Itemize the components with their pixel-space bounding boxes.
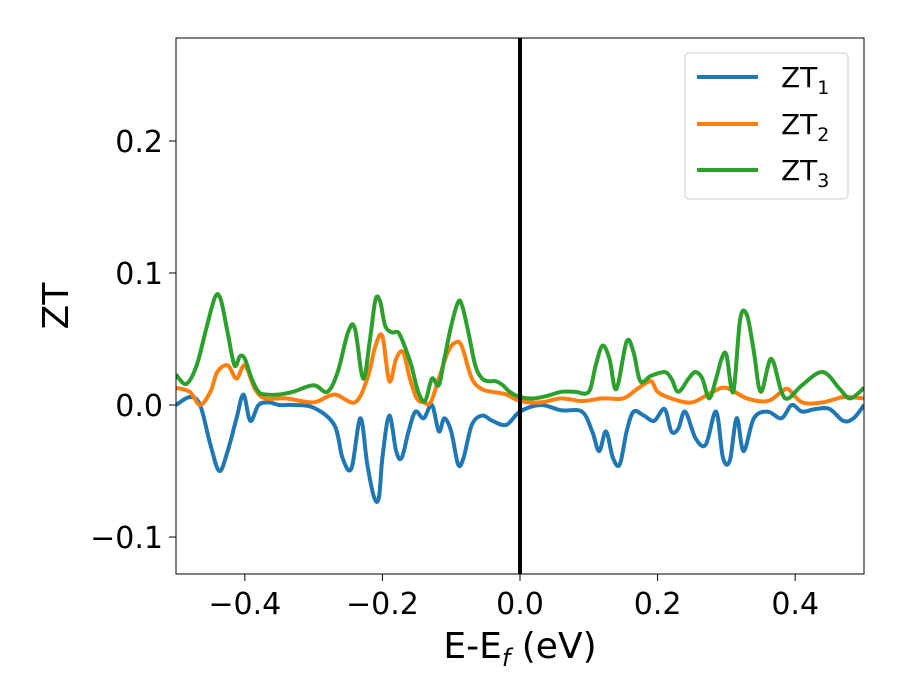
series-line-zt2	[176, 332, 864, 408]
y-tick-label: 0.1	[115, 257, 163, 292]
legend-label-zt2: ZT2	[781, 108, 829, 146]
x-axis-label-unit: (eV)	[510, 626, 596, 667]
x-axis-label: E-Ef (eV)	[443, 626, 596, 672]
legend-box	[684, 52, 849, 200]
legend-label-zt3: ZT3	[781, 154, 829, 192]
series-line-zt1	[176, 392, 864, 504]
y-tick-label: 0.2	[115, 125, 163, 160]
legend-sub-zt1: 1	[817, 77, 829, 99]
y-axis-label: ZT	[36, 282, 77, 330]
x-tick-label: −0.4	[208, 587, 281, 622]
legend-sub-zt3: 3	[817, 170, 829, 192]
x-tick-label: −0.2	[346, 587, 419, 622]
legend-sub-zt2: 2	[817, 124, 829, 146]
x-tick-label: 0.4	[771, 587, 819, 622]
legend: ZT1 ZT2 ZT3	[684, 52, 849, 200]
x-tick-label: 0.2	[634, 587, 682, 622]
legend-label-zt1: ZT1	[781, 61, 829, 99]
y-tick-label: −0.1	[90, 521, 163, 556]
series-line-zt3	[176, 292, 864, 404]
x-tick-label: 0.0	[496, 587, 544, 622]
y-tick-label: 0.0	[115, 389, 163, 424]
